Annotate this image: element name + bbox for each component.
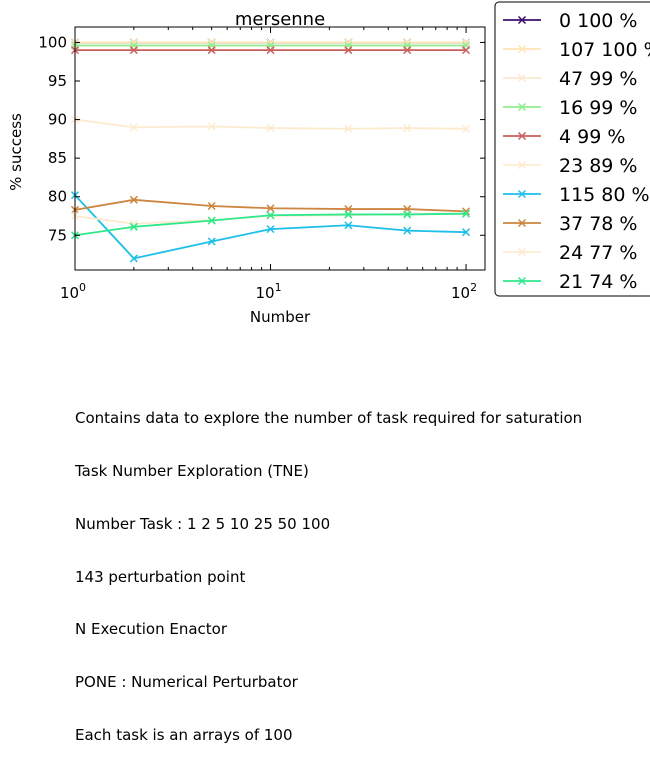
description-line: Task Number Exploration (TNE)	[75, 461, 309, 480]
series-7	[70, 195, 471, 216]
data-point-marker	[344, 221, 353, 230]
data-point-marker	[207, 201, 216, 211]
data-point-marker	[462, 228, 471, 237]
legend-label: 115 80 %	[559, 184, 650, 206]
legend: 0 100 % 107 100 % 47 99 % 16 99 % 4 99 % 23 8…	[494, 1, 650, 297]
data-point-marker	[462, 46, 471, 55]
legend-marker	[517, 276, 527, 286]
description-line: Number Task : 1 2 5 10 25 50 100	[75, 514, 331, 533]
series-5	[70, 115, 471, 133]
description-line: PONE : Numerical Perturbator	[75, 673, 298, 692]
y-tick-label: 100	[38, 33, 67, 51]
legend-label: 24 77 %	[559, 242, 638, 264]
legend-marker	[517, 102, 527, 112]
x-tick-label: 100	[60, 281, 86, 302]
data-point-marker	[129, 123, 138, 132]
data-point-marker	[403, 226, 412, 235]
legend-label: 47 99 %	[559, 68, 638, 90]
y-axis-label: % success	[7, 113, 25, 191]
description-line: 143 perturbation point	[75, 567, 246, 586]
data-point-marker	[207, 237, 216, 246]
description-line: Each task is an arrays of 100	[75, 725, 293, 744]
y-tick-label: 95	[48, 72, 67, 90]
legend-marker	[517, 131, 527, 141]
data-point-marker	[129, 254, 138, 263]
data-point-marker	[129, 195, 138, 204]
data-point-marker	[344, 124, 353, 133]
data-point-marker	[462, 209, 471, 218]
series-9	[70, 209, 471, 240]
legend-label: 21 74 %	[559, 271, 638, 293]
data-point-marker	[207, 122, 216, 131]
y-tick-label: 85	[48, 149, 67, 167]
legend-marker	[517, 160, 527, 170]
data-point-marker	[462, 124, 471, 133]
data-point-marker	[266, 204, 275, 213]
legend-marker	[517, 73, 527, 83]
legend-label: 37 78 %	[559, 213, 638, 235]
description-block: Contains data to explore the number of t…	[75, 375, 582, 762]
data-point-marker	[129, 46, 138, 55]
description-line: Contains data to explore the number of t…	[75, 409, 583, 428]
legend-label: 107 100 %	[559, 39, 650, 61]
legend-marker	[517, 247, 527, 257]
x-axis-label: Number	[250, 308, 311, 326]
y-tick-label: 75	[48, 226, 67, 244]
data-point-marker	[344, 46, 353, 55]
legend-marker	[517, 189, 527, 199]
plot-area-frame	[74, 26, 486, 271]
data-point-marker	[266, 124, 275, 133]
legend-label: 0 100 %	[559, 10, 638, 32]
data-point-marker	[266, 225, 275, 234]
data-point-marker	[403, 124, 412, 133]
data-point-marker	[344, 210, 353, 219]
y-tick-label: 90	[48, 111, 67, 129]
data-point-marker	[403, 210, 412, 219]
x-tick-label: 102	[451, 281, 477, 302]
legend-label: 16 99 %	[559, 97, 638, 119]
legend-marker	[517, 218, 527, 228]
data-point-marker	[129, 222, 138, 231]
y-tick-label: 80	[48, 188, 67, 206]
data-point-marker	[207, 46, 216, 55]
data-point-marker	[207, 216, 216, 225]
data-point-marker	[266, 46, 275, 55]
legend-label: 23 89 %	[559, 155, 638, 177]
data-point-marker	[403, 46, 412, 55]
description-line: N Execution Enactor	[75, 620, 228, 639]
x-tick-label: 101	[255, 281, 281, 302]
legend-marker	[517, 44, 527, 54]
series-6	[70, 191, 471, 263]
data-point-marker	[266, 211, 275, 220]
line-chart: mersenne 75 80 85 90 95 100 100 101 102 Number %…	[7, 1, 650, 326]
chart-title: mersenne	[235, 9, 325, 30]
legend-label: 4 99 %	[559, 126, 625, 148]
series-4	[70, 46, 471, 55]
legend-marker	[517, 15, 527, 25]
